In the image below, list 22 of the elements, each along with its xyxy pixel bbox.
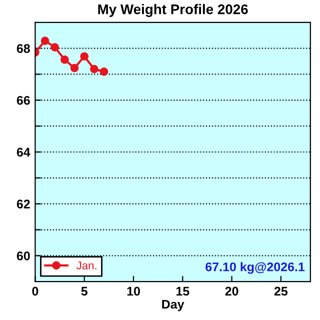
- x-tick-label: 15: [176, 286, 190, 296]
- point: [100, 67, 108, 76]
- x-tick-label: 0: [32, 286, 38, 296]
- point: [70, 64, 79, 72]
- x-tick-label: 25: [274, 286, 288, 296]
- x-tick-label: 20: [225, 286, 238, 296]
- x-axis-title: Day: [162, 300, 184, 312]
- y-tick-label: 68: [16, 44, 30, 53]
- point: [60, 56, 69, 64]
- y-tick-label: 66: [16, 96, 30, 105]
- x-tick-label: 5: [81, 286, 88, 296]
- x-tick-label: 10: [127, 286, 140, 296]
- point: [90, 64, 98, 74]
- legend-label: Jan.: [76, 262, 96, 270]
- point: [40, 36, 50, 45]
- point: [80, 52, 89, 61]
- y-tick-label: 60: [16, 251, 30, 260]
- y-tick-label: 64: [16, 148, 30, 157]
- annotation: 67.10 kg@2026.1: [206, 262, 305, 274]
- point: [50, 43, 60, 52]
- y-tick-label: 62: [16, 200, 30, 208]
- chart-title: My Weight Profile 2026: [98, 4, 248, 18]
